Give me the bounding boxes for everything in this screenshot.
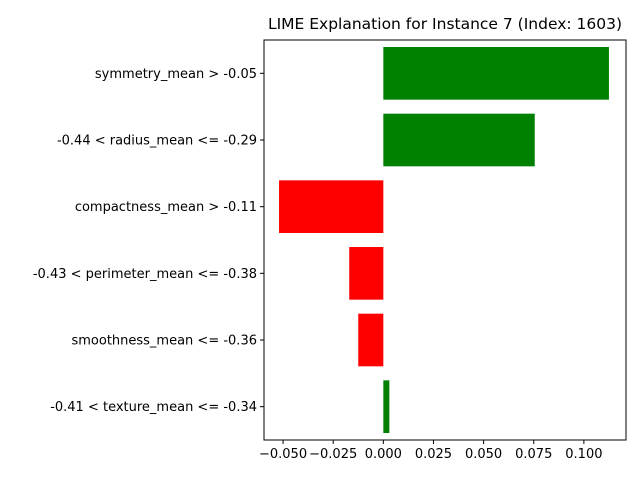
y-tick-label: compactness_mean > -0.11 xyxy=(75,200,257,215)
x-tick-label: 0.100 xyxy=(565,447,602,462)
bars-group xyxy=(279,47,609,433)
plot-frame xyxy=(263,39,627,441)
x-tick-label: 0.025 xyxy=(415,447,452,462)
bar-5 xyxy=(383,380,390,433)
x-tick-label: −0.025 xyxy=(309,447,357,462)
x-tick-label: 0.000 xyxy=(365,447,402,462)
y-tick-label: smoothness_mean <= -0.36 xyxy=(71,334,257,349)
bar-0 xyxy=(383,47,609,100)
y-tick-label: -0.43 < perimeter_mean <= -0.38 xyxy=(33,267,257,282)
bar-4 xyxy=(358,313,384,367)
x-tick-label: 0.075 xyxy=(515,447,552,462)
y-tick-label: -0.44 < radius_mean <= -0.29 xyxy=(57,134,257,149)
bar-3 xyxy=(349,247,384,300)
x-axis-ticks: −0.050 −0.025 0.000 0.025 0.050 0.075 0.100 xyxy=(259,440,602,462)
bar-1 xyxy=(383,113,535,167)
x-tick-label: −0.050 xyxy=(259,447,307,462)
y-tick-label: symmetry_mean > -0.05 xyxy=(95,67,257,82)
y-axis-ticks: symmetry_mean > -0.05 -0.44 < radius_mean… xyxy=(33,67,264,415)
chart-title: LIME Explanation for Instance 7 (Index: … xyxy=(268,15,622,33)
bar-2 xyxy=(279,180,384,233)
x-tick-label: 0.050 xyxy=(465,447,502,462)
y-tick-label: -0.41 < texture_mean <= -0.34 xyxy=(50,400,257,415)
